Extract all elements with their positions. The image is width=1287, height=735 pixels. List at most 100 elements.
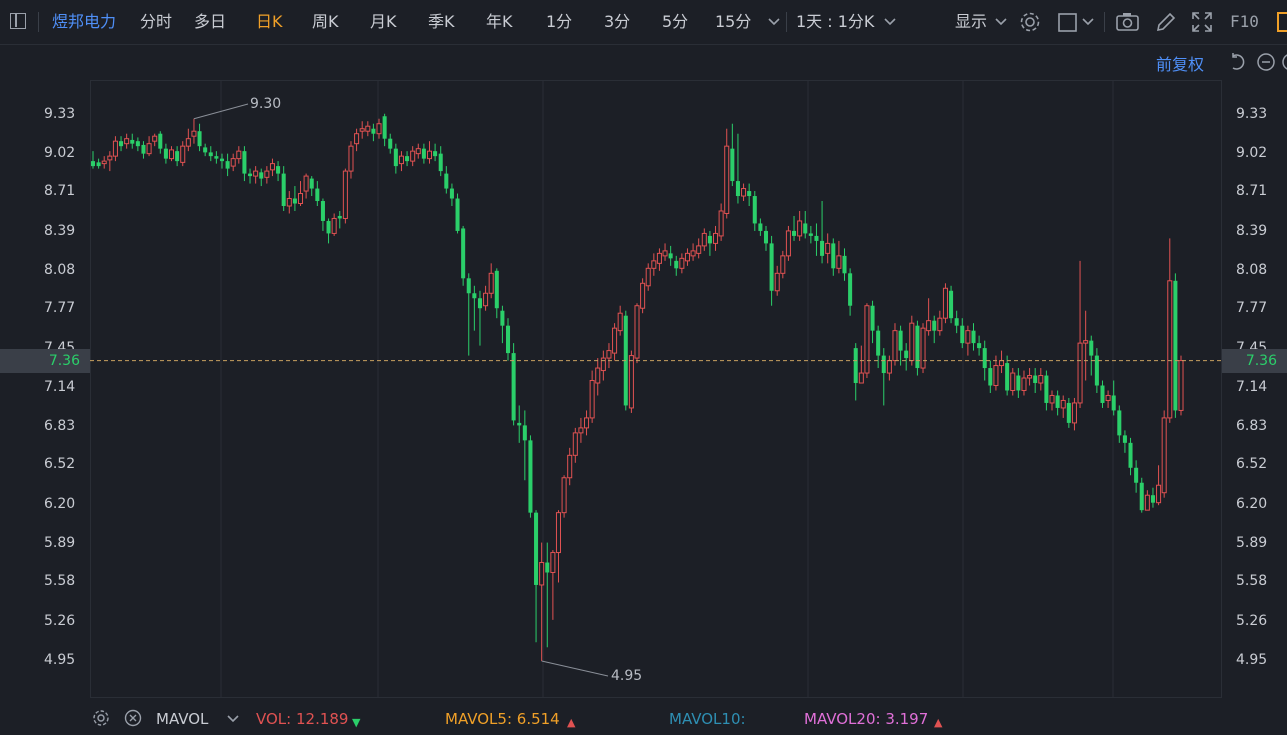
- tab-intraday[interactable]: 分时: [140, 12, 173, 31]
- candle: [309, 176, 314, 197]
- stock-name[interactable]: 煜邦电力: [52, 12, 117, 31]
- candle: [735, 133, 740, 204]
- candle: [1173, 273, 1178, 418]
- candle: [803, 210, 808, 239]
- tab-multiday[interactable]: 多日: [194, 12, 227, 31]
- y-tick-label: 8.08: [44, 261, 76, 278]
- chevron-down-icon[interactable]: [995, 17, 1007, 27]
- y-tick-label: 8.39: [1236, 223, 1268, 240]
- candle: [1027, 368, 1033, 386]
- candle: [1005, 355, 1010, 396]
- candle: [146, 136, 152, 157]
- mavol5-value: MAVOL5: 6.514: [445, 710, 560, 728]
- candle: [426, 141, 433, 164]
- candle: [191, 118, 197, 144]
- panel-toggle-icon[interactable]: [10, 13, 26, 29]
- candle: [797, 210, 803, 241]
- candle: [898, 325, 903, 366]
- candle: [1161, 410, 1167, 498]
- candle: [1150, 487, 1155, 508]
- candle: [203, 143, 208, 157]
- f10-button[interactable]: F10: [1230, 12, 1259, 31]
- y-tick-label: 8.71: [44, 183, 76, 200]
- candle: [881, 348, 886, 406]
- y-tick-label: 5.26: [1236, 613, 1268, 630]
- indicator-select[interactable]: MAVOL: [156, 710, 209, 728]
- mavol10-value: MAVOL10:: [669, 710, 746, 728]
- display-menu[interactable]: 显示: [955, 12, 988, 31]
- y-tick-label: 6.20: [1236, 496, 1268, 513]
- candle: [175, 146, 180, 167]
- candle: [712, 225, 719, 251]
- candle: [567, 447, 573, 486]
- tab-3min[interactable]: 3分: [604, 12, 631, 31]
- chart-panel[interactable]: [90, 80, 1222, 698]
- chevron-down-icon[interactable]: [1082, 17, 1094, 27]
- chevron-down-icon[interactable]: [768, 17, 780, 27]
- candlestick-chart[interactable]: [0, 0, 1287, 700]
- candle: [180, 141, 186, 167]
- tab-monthly-k[interactable]: 月K: [370, 12, 397, 31]
- candle: [163, 143, 168, 164]
- candle: [999, 350, 1005, 374]
- side-panel-icon[interactable]: [1277, 12, 1287, 32]
- y-tick-label: 6.83: [1236, 417, 1268, 434]
- candle: [904, 343, 909, 371]
- candle: [444, 166, 449, 194]
- candle: [954, 310, 959, 334]
- low-leader-line: [541, 660, 609, 677]
- y-tick-label: 5.26: [44, 613, 76, 630]
- candle: [853, 343, 858, 401]
- tab-weekly-k[interactable]: 周K: [312, 12, 339, 31]
- y-tick-label: 6.52: [44, 456, 76, 473]
- pencil-icon[interactable]: [1155, 11, 1177, 33]
- candle: [1139, 477, 1144, 513]
- candle: [747, 183, 752, 206]
- tab-daily-k[interactable]: 日K: [256, 12, 283, 31]
- candle: [1156, 465, 1162, 506]
- candle: [858, 345, 864, 384]
- candle: [517, 405, 522, 443]
- candle: [1077, 260, 1083, 408]
- checkbox-icon[interactable]: [1058, 13, 1078, 33]
- candle: [539, 542, 545, 661]
- chevron-down-icon[interactable]: [227, 714, 239, 724]
- candle: [831, 238, 836, 276]
- candle: [141, 141, 146, 159]
- y-tick-label: 9.02: [1236, 144, 1268, 161]
- y-tick-label: 7.14: [1236, 379, 1268, 395]
- gear-icon[interactable]: [92, 709, 110, 727]
- candle: [628, 350, 634, 413]
- candle: [971, 323, 976, 351]
- undo-icon[interactable]: [1227, 52, 1247, 72]
- adjust-mode-button[interactable]: 前复权: [1156, 55, 1205, 74]
- zoom-out-icon[interactable]: [1256, 52, 1276, 72]
- candle: [376, 118, 382, 139]
- fullscreen-icon[interactable]: [1191, 11, 1213, 33]
- close-icon[interactable]: [124, 709, 142, 727]
- tab-5min[interactable]: 5分: [662, 12, 689, 31]
- y-tick-label: 4.95: [1236, 652, 1268, 668]
- candle: [848, 268, 853, 316]
- period-select[interactable]: 1天 : 1分K: [796, 12, 875, 31]
- candle: [758, 218, 763, 236]
- candle: [774, 265, 780, 296]
- candle: [1089, 335, 1094, 376]
- chevron-down-icon[interactable]: [884, 17, 896, 27]
- candle: [415, 143, 421, 159]
- tab-quarterly-k[interactable]: 季K: [428, 12, 455, 31]
- volume-indicator-bar: MAVOL VOL: 12.189 ▼ MAVOL5: 6.514 ▲ MAVO…: [0, 703, 1287, 729]
- camera-icon[interactable]: [1116, 12, 1140, 32]
- tab-1min[interactable]: 1分: [546, 12, 573, 31]
- candle: [1038, 368, 1044, 391]
- y-tick-label: 8.39: [44, 223, 76, 240]
- candle: [674, 255, 679, 276]
- tab-yearly-k[interactable]: 年K: [486, 12, 513, 31]
- candle: [303, 173, 309, 199]
- candle: [982, 340, 987, 381]
- candle: [522, 410, 527, 481]
- candle: [269, 158, 275, 177]
- gear-icon[interactable]: [1019, 11, 1041, 33]
- zoom-in-icon[interactable]: [1281, 52, 1287, 72]
- tab-15min[interactable]: 15分: [715, 12, 752, 31]
